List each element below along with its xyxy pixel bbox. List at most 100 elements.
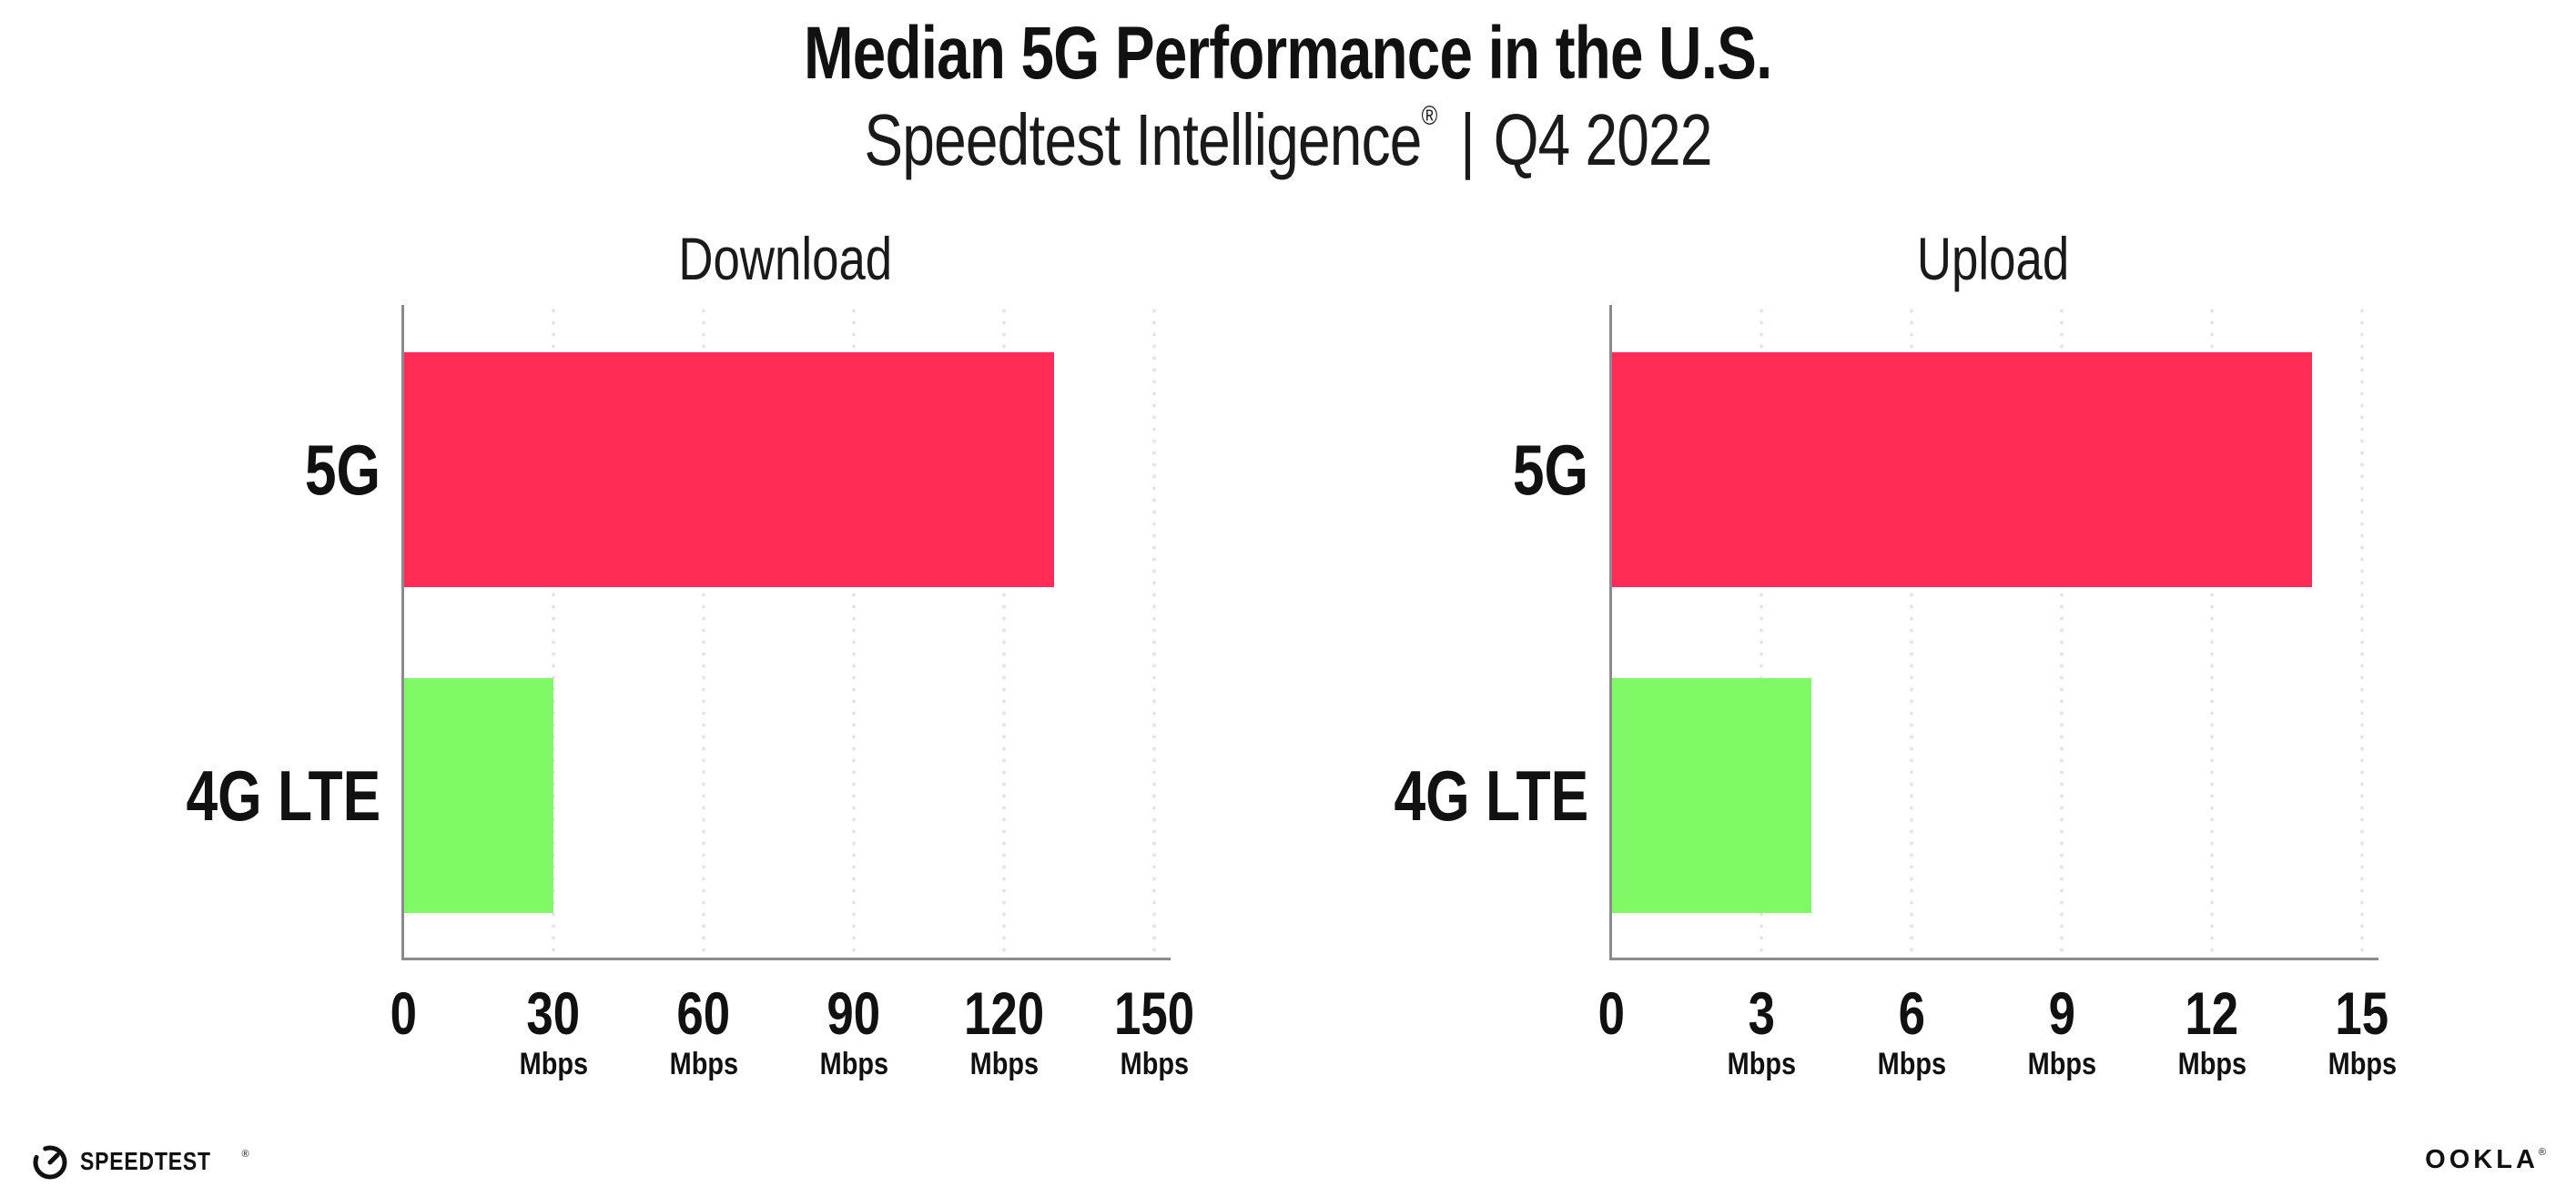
x-tick-unit: Mbps bbox=[904, 1047, 1104, 1081]
x-tick-unit-text: Mbps bbox=[519, 1047, 588, 1081]
x-tick-label: 0 bbox=[303, 981, 503, 1045]
subtitle-brand: Speedtest Intelligence bbox=[864, 99, 1422, 180]
x-tick-number: 90 bbox=[754, 981, 954, 1045]
category-label-5g: 5G bbox=[286, 420, 380, 520]
x-tick-number-text: 60 bbox=[676, 979, 731, 1047]
category-label-5g: 5G bbox=[1494, 420, 1588, 520]
x-tick-unit-text: Mbps bbox=[2177, 1047, 2246, 1081]
category-label-text: 4G LTE bbox=[1394, 756, 1588, 836]
gridline bbox=[2210, 305, 2214, 958]
x-tick-number: 30 bbox=[453, 981, 654, 1045]
x-tick-label: 90 Mbps bbox=[754, 981, 954, 1081]
x-tick-unit: Mbps bbox=[603, 1047, 804, 1081]
x-tick-unit-text: Mbps bbox=[2328, 1047, 2397, 1081]
gridline bbox=[1152, 305, 1156, 958]
x-tick-number-text: 0 bbox=[1597, 979, 1625, 1047]
x-tick-number: 60 bbox=[603, 981, 804, 1045]
subtitle-separator: | bbox=[1460, 99, 1476, 180]
registered-mark: ® bbox=[1421, 101, 1438, 131]
x-tick-number-text: 9 bbox=[2048, 979, 2075, 1047]
y-axis bbox=[401, 305, 404, 959]
x-tick-number: 150 bbox=[1054, 981, 1254, 1045]
page-subtitle: Speedtest Intelligence® | Q4 2022 bbox=[0, 98, 2576, 182]
x-tick-unit: Mbps bbox=[1811, 1047, 2012, 1081]
x-tick-label: 60 Mbps bbox=[603, 981, 804, 1081]
bar-5g bbox=[1611, 352, 2312, 587]
y-axis bbox=[1609, 305, 1612, 959]
x-tick-unit-text: Mbps bbox=[1727, 1047, 1796, 1081]
plot-area bbox=[1611, 305, 2376, 958]
x-tick-unit-text: Mbps bbox=[1120, 1047, 1189, 1081]
category-label-4g-lte: 4G LTE bbox=[137, 746, 380, 846]
ookla-trademark: ® bbox=[2538, 1147, 2546, 1158]
x-tick-number: 0 bbox=[1511, 981, 1711, 1045]
bar-4g-lte bbox=[1611, 678, 1811, 913]
x-tick-number-text: 12 bbox=[2185, 979, 2239, 1047]
x-tick-number: 0 bbox=[303, 981, 503, 1045]
x-tick-number-text: 3 bbox=[1748, 979, 1775, 1047]
x-tick-number-text: 90 bbox=[827, 979, 881, 1047]
page-title-text: Median 5G Performance in the U.S. bbox=[804, 12, 1772, 95]
category-label-text: 4G LTE bbox=[186, 756, 380, 836]
speedtest-label: SPEEDTEST bbox=[80, 1147, 211, 1175]
x-tick-label: 3 Mbps bbox=[1661, 981, 1861, 1081]
bar-4g-lte bbox=[403, 678, 553, 913]
x-tick-number-text: 120 bbox=[963, 979, 1045, 1047]
gridline bbox=[852, 305, 856, 958]
x-tick-label: 9 Mbps bbox=[1962, 981, 2162, 1081]
x-tick-label: 15 Mbps bbox=[2262, 981, 2462, 1081]
x-tick-label: 6 Mbps bbox=[1811, 981, 2012, 1081]
x-tick-unit: Mbps bbox=[453, 1047, 654, 1081]
gridline bbox=[1760, 305, 1763, 958]
x-tick-number: 120 bbox=[904, 981, 1104, 1045]
x-tick-unit: Mbps bbox=[1054, 1047, 1254, 1081]
x-tick-unit: Mbps bbox=[2262, 1047, 2462, 1081]
chart-title: Download bbox=[403, 224, 1168, 293]
x-tick-unit-text: Mbps bbox=[819, 1047, 888, 1081]
bar-5g bbox=[403, 352, 1054, 587]
chart-title-text: Download bbox=[678, 225, 893, 292]
x-tick-number: 6 bbox=[1811, 981, 2012, 1045]
x-tick-number-text: 15 bbox=[2335, 979, 2389, 1047]
x-tick-number-text: 6 bbox=[1898, 979, 1925, 1047]
chart-title: Upload bbox=[1611, 224, 2376, 293]
x-tick-unit-text: Mbps bbox=[969, 1047, 1039, 1081]
x-axis bbox=[1609, 958, 2378, 960]
x-tick-number-text: 0 bbox=[390, 979, 417, 1047]
x-tick-label: 120 Mbps bbox=[904, 981, 1104, 1081]
speedtest-trademark: ® bbox=[241, 1149, 250, 1160]
x-tick-label: 0 bbox=[1511, 981, 1711, 1045]
x-tick-unit-text: Mbps bbox=[2027, 1047, 2096, 1081]
x-tick-unit-text: Mbps bbox=[1877, 1047, 1946, 1081]
x-axis bbox=[401, 958, 1171, 960]
x-tick-unit-text: Mbps bbox=[669, 1047, 738, 1081]
gridline bbox=[702, 305, 705, 958]
x-tick-number: 15 bbox=[2262, 981, 2462, 1045]
gridline bbox=[1910, 305, 1913, 958]
ookla-label: OOKLA bbox=[2425, 1145, 2539, 1174]
x-tick-unit: Mbps bbox=[754, 1047, 954, 1081]
speedtest-gauge-icon bbox=[33, 1145, 67, 1180]
x-tick-label: 150 Mbps bbox=[1054, 981, 1254, 1081]
x-tick-number-text: 30 bbox=[526, 979, 581, 1047]
gridline bbox=[2360, 305, 2364, 958]
subtitle-period: Q4 2022 bbox=[1493, 99, 1713, 180]
speedtest-logo: SPEEDTEST ® bbox=[30, 1141, 250, 1182]
chart-title-text: Upload bbox=[1917, 225, 2070, 292]
x-tick-number: 12 bbox=[2112, 981, 2312, 1045]
gridline bbox=[552, 305, 555, 958]
gridline bbox=[1002, 305, 1006, 958]
x-tick-label: 12 Mbps bbox=[2112, 981, 2312, 1081]
category-label-text: 5G bbox=[304, 430, 380, 510]
plot-area bbox=[403, 305, 1168, 958]
ookla-logo: OOKLA® bbox=[2425, 1145, 2546, 1175]
x-tick-unit: Mbps bbox=[1661, 1047, 1861, 1081]
x-tick-unit: Mbps bbox=[1962, 1047, 2162, 1081]
x-tick-number: 3 bbox=[1661, 981, 1861, 1045]
category-label-4g-lte: 4G LTE bbox=[1345, 746, 1588, 846]
gridline bbox=[2060, 305, 2064, 958]
x-tick-number: 9 bbox=[1962, 981, 2162, 1045]
category-label-text: 5G bbox=[1512, 430, 1588, 510]
x-tick-number-text: 150 bbox=[1113, 979, 1195, 1047]
